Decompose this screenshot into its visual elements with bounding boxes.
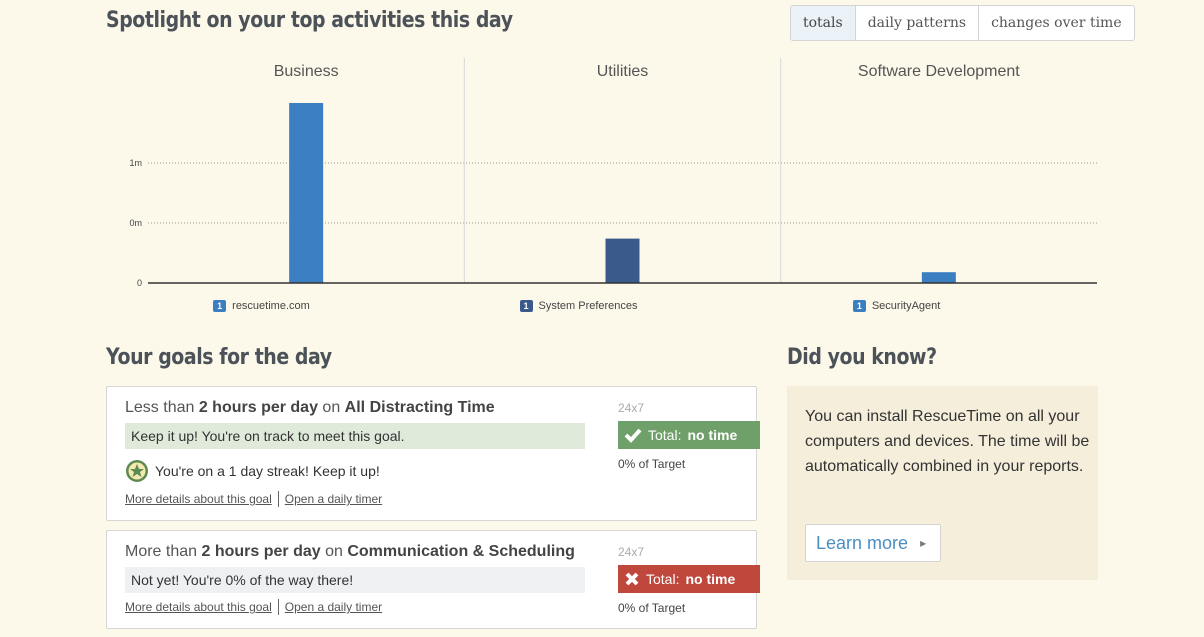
badge-value: no time xyxy=(685,571,736,587)
check-icon xyxy=(624,428,642,443)
rank-badge: 1 xyxy=(519,300,533,312)
tab-changes-over-time[interactable]: changes over time xyxy=(978,6,1134,40)
legend-label: SecurityAgent xyxy=(871,300,941,312)
learn-more-label: Learn more xyxy=(816,532,909,553)
view-tabs: totals daily patterns changes over time xyxy=(790,5,1135,41)
panel-title: Utilities xyxy=(597,63,649,80)
goal-mid: on xyxy=(317,399,345,416)
badge-prefix: Total: xyxy=(648,427,682,443)
goal-total-badge: Total: no time xyxy=(618,565,760,593)
streak-text: You're on a 1 day streak! Keep it up! xyxy=(155,463,380,479)
y-tick-label: 0 xyxy=(137,278,142,288)
tab-daily-patterns[interactable]: daily patterns xyxy=(854,6,978,40)
goal-status-message: Not yet! You're 0% of the way there! xyxy=(125,567,585,593)
spotlight-title: Spotlight on your top activities this da… xyxy=(106,8,513,33)
bar xyxy=(289,103,324,283)
legend-item: 1 rescuetime.com xyxy=(213,300,310,312)
bar xyxy=(921,272,956,283)
legend-item: 1 System Preferences xyxy=(519,300,638,312)
chevron-right-icon: ▸ xyxy=(920,536,927,550)
goal-timer-link[interactable]: Open a daily timer xyxy=(284,600,383,614)
goal-links: More details about this goal Open a dail… xyxy=(125,599,382,615)
badge-prefix: Total: xyxy=(646,571,680,587)
goal-schedule: 24x7 xyxy=(618,401,645,415)
did-you-know-box: You can install RescueTime on all your c… xyxy=(787,386,1098,580)
link-separator xyxy=(277,599,279,615)
goal-details-link[interactable]: More details about this goal xyxy=(125,492,272,506)
goal-headline: Less than 2 hours per day on All Distrac… xyxy=(125,399,495,417)
goal-percent: 0% of Target xyxy=(618,457,686,471)
x-icon xyxy=(625,572,639,586)
goal-prefix: Less than xyxy=(125,399,199,416)
goal-category: Communication & Scheduling xyxy=(347,543,575,560)
activity-chart: 0 0m 1m Business Utilities Software Developme… xyxy=(129,58,1097,288)
rank-badge: 1 xyxy=(852,300,866,312)
goal-schedule: 24x7 xyxy=(618,545,645,559)
goal-links: More details about this goal Open a dail… xyxy=(125,491,382,507)
panel-title: Software Development xyxy=(858,63,1020,80)
goals-title: Your goals for the day xyxy=(106,345,332,370)
rank-badge: 1 xyxy=(213,300,227,312)
legend-label: rescuetime.com xyxy=(232,300,310,312)
goal-category: All Distracting Time xyxy=(344,399,495,416)
bar xyxy=(605,238,640,283)
did-you-know-text: You can install RescueTime on all your c… xyxy=(805,408,1090,475)
goal-mid: on xyxy=(320,543,348,560)
did-you-know-title: Did you know? xyxy=(787,345,937,370)
learn-more-button[interactable]: Learn more ▸ xyxy=(805,524,942,562)
goal-streak: You're on a 1 day streak! Keep it up! xyxy=(125,459,380,483)
y-tick-label: 1m xyxy=(129,158,142,168)
badge-value: no time xyxy=(687,427,738,443)
tab-totals[interactable]: totals xyxy=(791,6,855,40)
goal-status-message: Keep it up! You're on track to meet this… xyxy=(125,423,585,449)
goal-percent: 0% of Target xyxy=(618,601,686,615)
goal-headline: More than 2 hours per day on Communicati… xyxy=(125,543,575,561)
legend-label: System Preferences xyxy=(538,300,638,312)
y-tick-label: 0m xyxy=(129,218,142,228)
panel-title: Business xyxy=(274,63,339,80)
goal-amount: 2 hours per day xyxy=(198,399,318,416)
goal-details-link[interactable]: More details about this goal xyxy=(125,600,272,614)
goal-amount: 2 hours per day xyxy=(201,543,321,560)
goal-card: More than 2 hours per day on Communicati… xyxy=(106,530,760,629)
legend-item: 1 SecurityAgent xyxy=(852,300,941,312)
streak-star-icon xyxy=(126,460,148,482)
goal-card: Less than 2 hours per day on All Distrac… xyxy=(106,386,760,521)
goal-total-badge: Total: no time xyxy=(618,421,760,449)
link-separator xyxy=(277,491,279,507)
goal-prefix: More than xyxy=(125,543,202,560)
goal-timer-link[interactable]: Open a daily timer xyxy=(284,492,383,506)
